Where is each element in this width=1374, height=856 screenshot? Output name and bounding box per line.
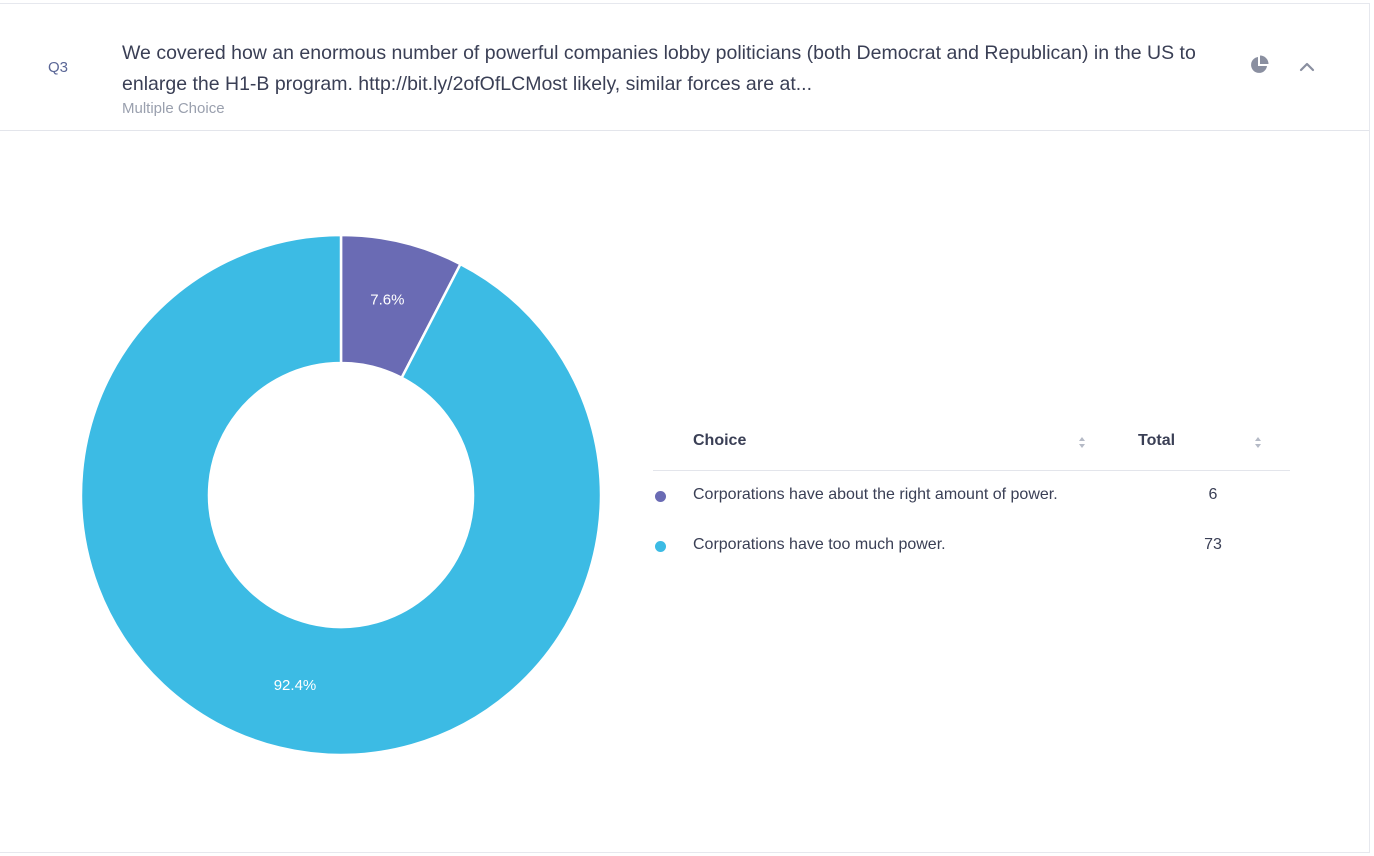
question-card: Q3 We covered how an enormous number of …	[0, 3, 1370, 853]
sort-icon-choice[interactable]	[1078, 437, 1086, 451]
slice-label-1: 92.4%	[274, 677, 317, 694]
sort-icon-total[interactable]	[1254, 437, 1262, 451]
results-table: Choice Total Corporations have about the…	[653, 418, 1290, 571]
table-row: Corporations have about the right amount…	[653, 471, 1290, 521]
table-row: Corporations have too much power. 73	[653, 521, 1290, 571]
total-cell: 73	[1204, 536, 1222, 553]
question-type: Multiple Choice	[122, 100, 225, 117]
choice-column-header[interactable]: Choice	[693, 432, 747, 449]
total-column-header[interactable]: Total	[1138, 432, 1176, 449]
table-header: Choice Total	[653, 418, 1290, 471]
question-number: Q3	[48, 59, 69, 76]
legend-dot-icon	[655, 491, 666, 502]
chevron-up-icon[interactable]	[1298, 60, 1316, 74]
donut-chart: 7.6% 92.4%	[0, 131, 650, 851]
pie-chart-icon[interactable]	[1249, 55, 1269, 75]
donut-chart-svg: 7.6% 92.4%	[79, 233, 603, 757]
legend-dot-icon	[655, 541, 666, 552]
choice-cell: Corporations have too much power.	[693, 536, 946, 553]
question-text: We covered how an enormous number of pow…	[122, 42, 1196, 95]
pie-slice-1[interactable]	[79, 233, 603, 757]
choice-cell: Corporations have about the right amount…	[693, 486, 1058, 503]
question-header[interactable]: Q3 We covered how an enormous number of …	[0, 4, 1369, 131]
slice-label-0: 7.6%	[370, 292, 404, 309]
total-cell: 6	[1208, 486, 1218, 503]
